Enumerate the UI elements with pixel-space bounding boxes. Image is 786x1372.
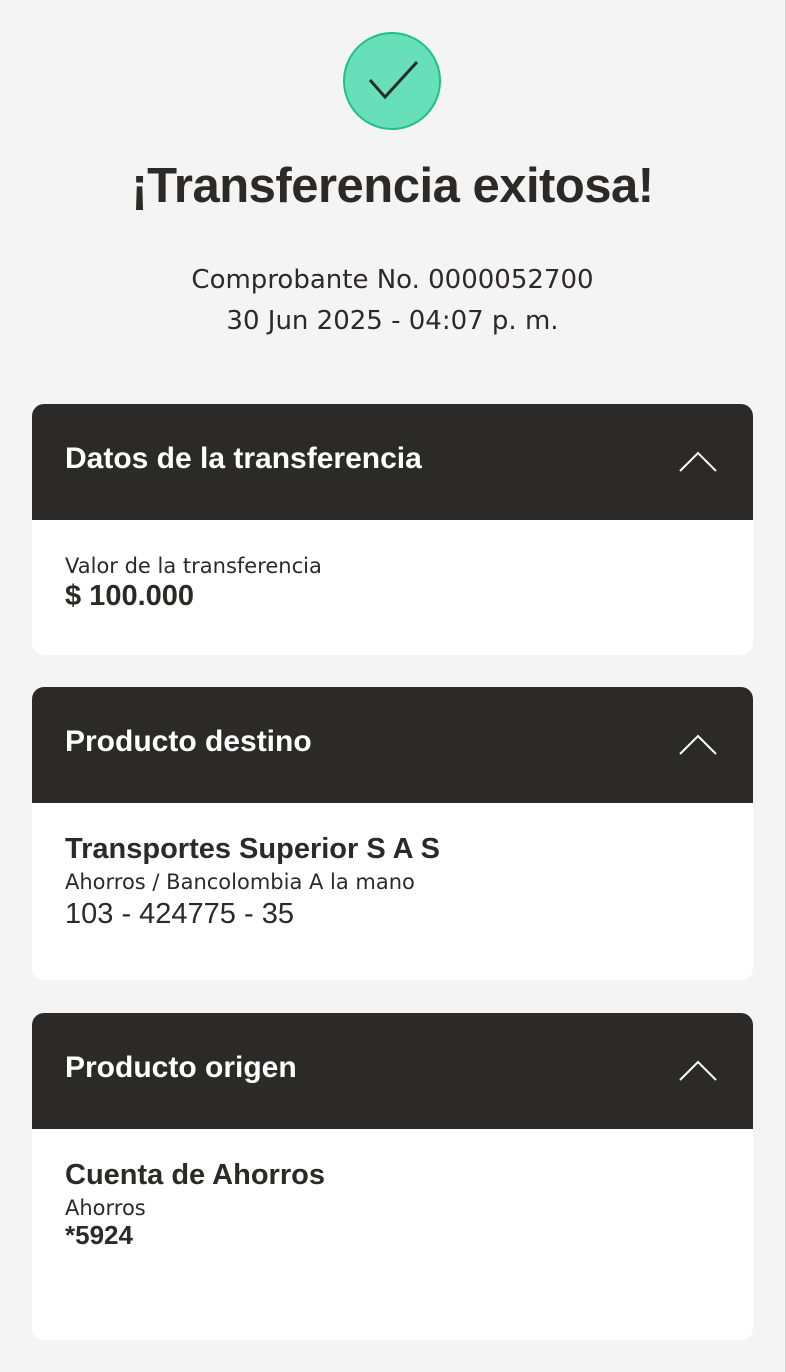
section-title: Datos de la transferencia	[65, 442, 422, 475]
transfer-details-header[interactable]: Datos de la transferencia	[32, 404, 753, 520]
chevron-up-icon[interactable]	[679, 450, 717, 472]
destination-product-card: Producto destino Transportes Superior S …	[32, 687, 753, 980]
origin-account-type: Ahorros	[65, 1196, 146, 1220]
destination-account-number: 103 - 424775 - 35	[65, 898, 294, 930]
destination-name: Transportes Superior S A S	[65, 833, 440, 865]
transfer-datetime: 30 Jun 2025 - 04:07 p. m.	[226, 306, 559, 336]
page-title: ¡Transferencia exitosa!	[131, 159, 654, 213]
transfer-value-label: Valor de la transferencia	[65, 554, 322, 578]
origin-product-card: Producto origen Cuenta de Ahorros Ahorro…	[32, 1013, 753, 1340]
section-title: Producto destino	[65, 725, 312, 758]
receipt-number: Comprobante No. 0000052700	[191, 265, 594, 295]
origin-account-number: *5924	[65, 1220, 133, 1250]
destination-account-type: Ahorros / Bancolombia A la mano	[65, 870, 415, 894]
transfer-details-card: Datos de la transferencia Valor de la tr…	[32, 404, 753, 655]
transfer-value: $ 100.000	[65, 580, 195, 612]
chevron-up-icon[interactable]	[679, 733, 717, 755]
origin-product-header[interactable]: Producto origen	[32, 1013, 753, 1129]
destination-product-header[interactable]: Producto destino	[32, 687, 753, 803]
success-checkmark-icon	[343, 32, 441, 130]
origin-name: Cuenta de Ahorros	[65, 1159, 325, 1191]
chevron-up-icon[interactable]	[679, 1059, 717, 1081]
section-title: Producto origen	[65, 1051, 297, 1084]
